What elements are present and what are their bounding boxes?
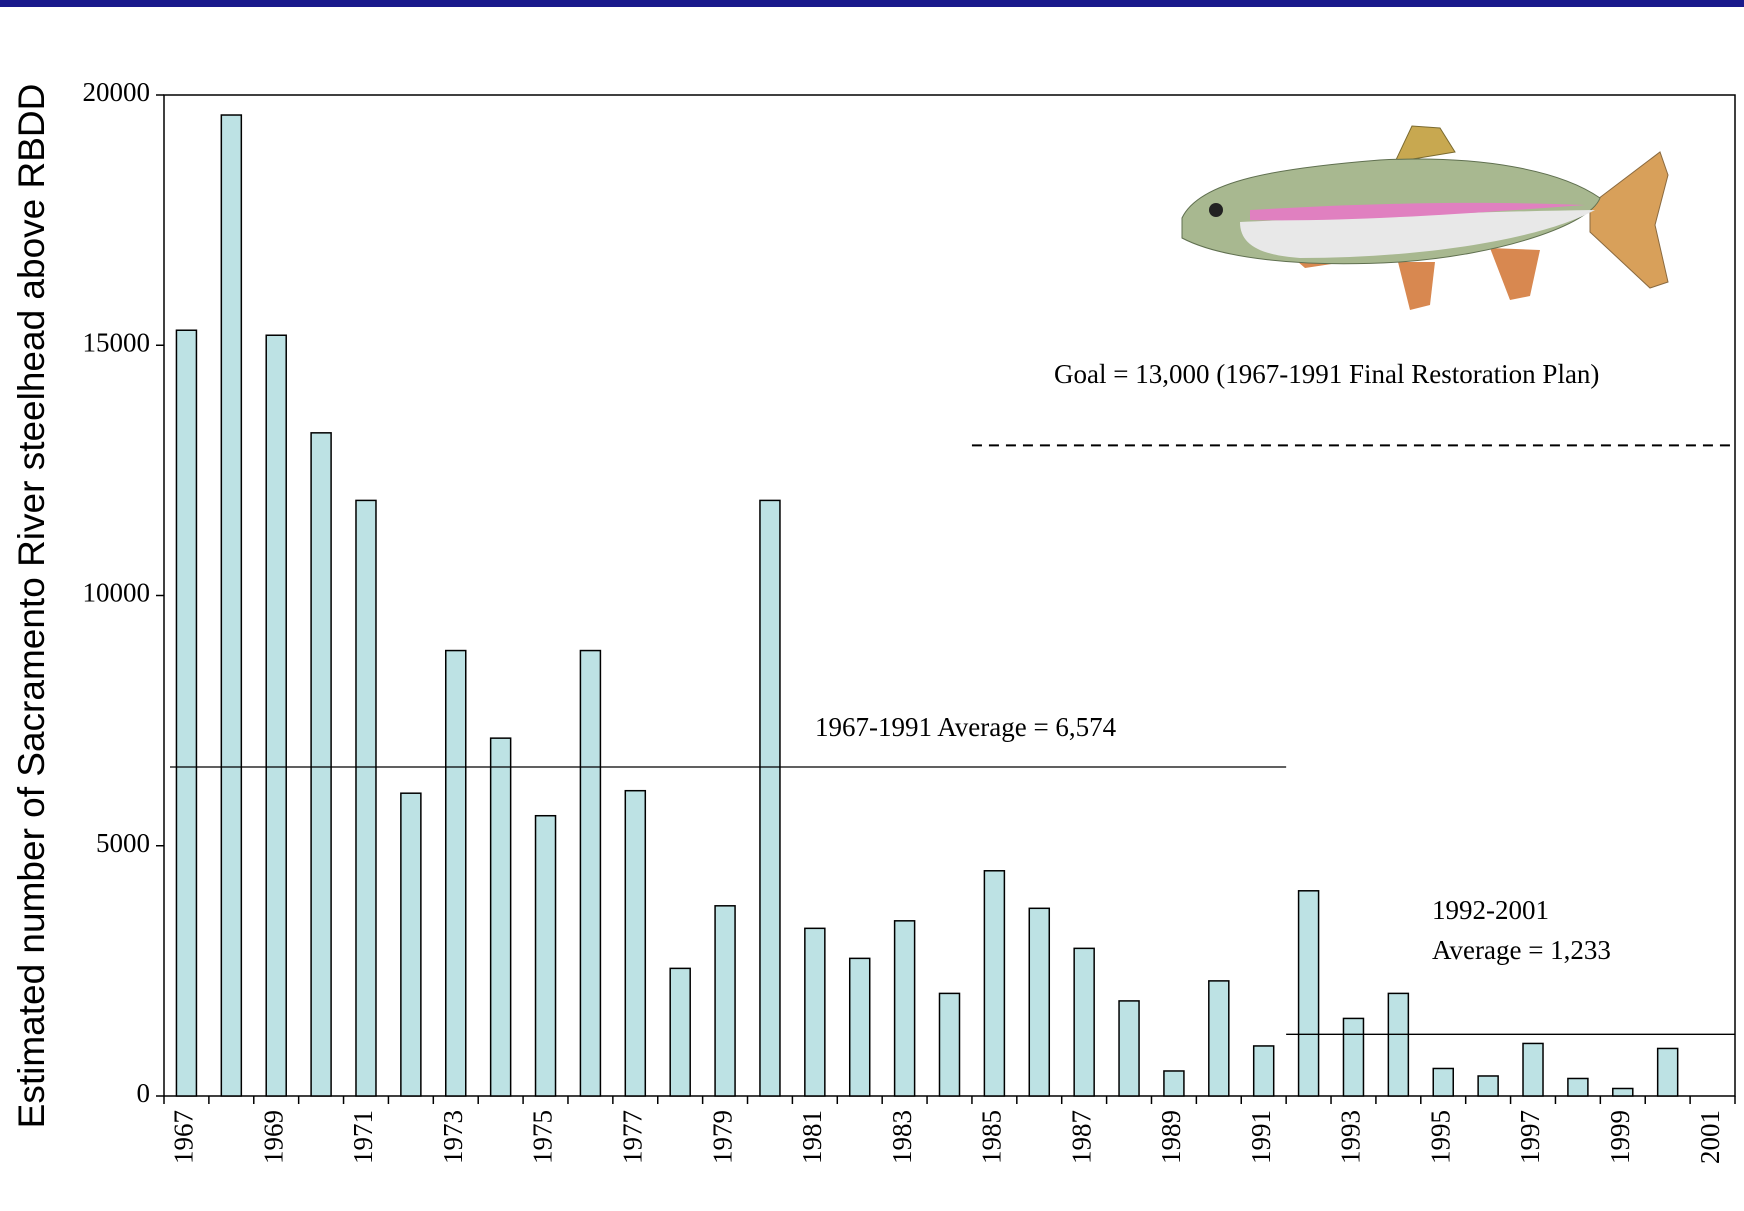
bar [1118,1000,1140,1097]
bar [400,792,422,1097]
bar [714,905,736,1097]
bar [1567,1077,1589,1097]
bar [220,114,243,1097]
bar [1252,1045,1275,1097]
y-axis-title: Estimated number of Sacramento River ste… [11,84,52,1129]
annotation: 1967-1991 Average = 6,574 [815,712,1117,742]
bar [848,957,871,1097]
bar [893,920,916,1097]
bar [1522,1042,1544,1097]
x-tick-label: 1995 [1425,1110,1455,1164]
bar [445,649,467,1097]
x-tick-label: 1991 [1246,1110,1276,1164]
fish-illustration [1181,125,1669,310]
y-tick-label: 10000 [83,578,151,608]
y-tick-label: 0 [137,1078,151,1108]
bar [579,649,602,1097]
bar [1297,890,1320,1097]
x-tick-label: 1983 [887,1110,917,1164]
x-tick-label: 1967 [169,1110,199,1164]
bar [669,967,691,1097]
x-tick-label: 1979 [707,1110,737,1164]
bar [1163,1070,1185,1097]
bar [804,927,826,1097]
bar [1342,1017,1365,1097]
x-tick-label: 1973 [438,1110,468,1164]
x-tick-label: 1977 [618,1110,648,1164]
bar [1656,1047,1679,1097]
bar [534,814,557,1097]
annotation: Goal = 13,000 (1967-1991 Final Restorati… [1054,359,1599,389]
x-tick-label: 1985 [977,1110,1007,1164]
annotation: Average = 1,233 [1432,935,1611,965]
bar [938,992,961,1097]
x-tick-label: 1987 [1066,1110,1096,1164]
bar [489,737,512,1097]
bar [355,499,377,1097]
x-tick-label: 1971 [348,1110,378,1164]
bar [1612,1087,1634,1097]
x-tick-label: 1993 [1336,1110,1366,1164]
bar [1028,907,1051,1097]
bar [1432,1067,1454,1097]
x-tick-label: 1999 [1605,1110,1635,1164]
bar [1208,980,1230,1097]
bar [265,334,287,1097]
bar [624,789,647,1097]
bar [1387,992,1410,1097]
x-tick-label: 1975 [528,1110,558,1164]
x-tick-label: 1969 [258,1110,288,1164]
y-tick-label: 15000 [83,327,151,357]
bar [759,499,781,1097]
y-tick-label: 20000 [83,77,151,107]
x-tick-label: 1989 [1156,1110,1186,1164]
x-tick-label: 2001 [1695,1110,1725,1164]
bar [983,870,1006,1097]
x-tick-label: 1997 [1515,1110,1545,1164]
bar [1073,947,1095,1097]
x-tick-label: 1981 [797,1110,827,1164]
bar [175,329,198,1097]
y-tick-label: 5000 [96,828,150,858]
header-bar [0,0,1744,7]
bar [310,432,332,1097]
bar [1477,1075,1499,1097]
annotation: 1992-2001 [1432,895,1549,925]
